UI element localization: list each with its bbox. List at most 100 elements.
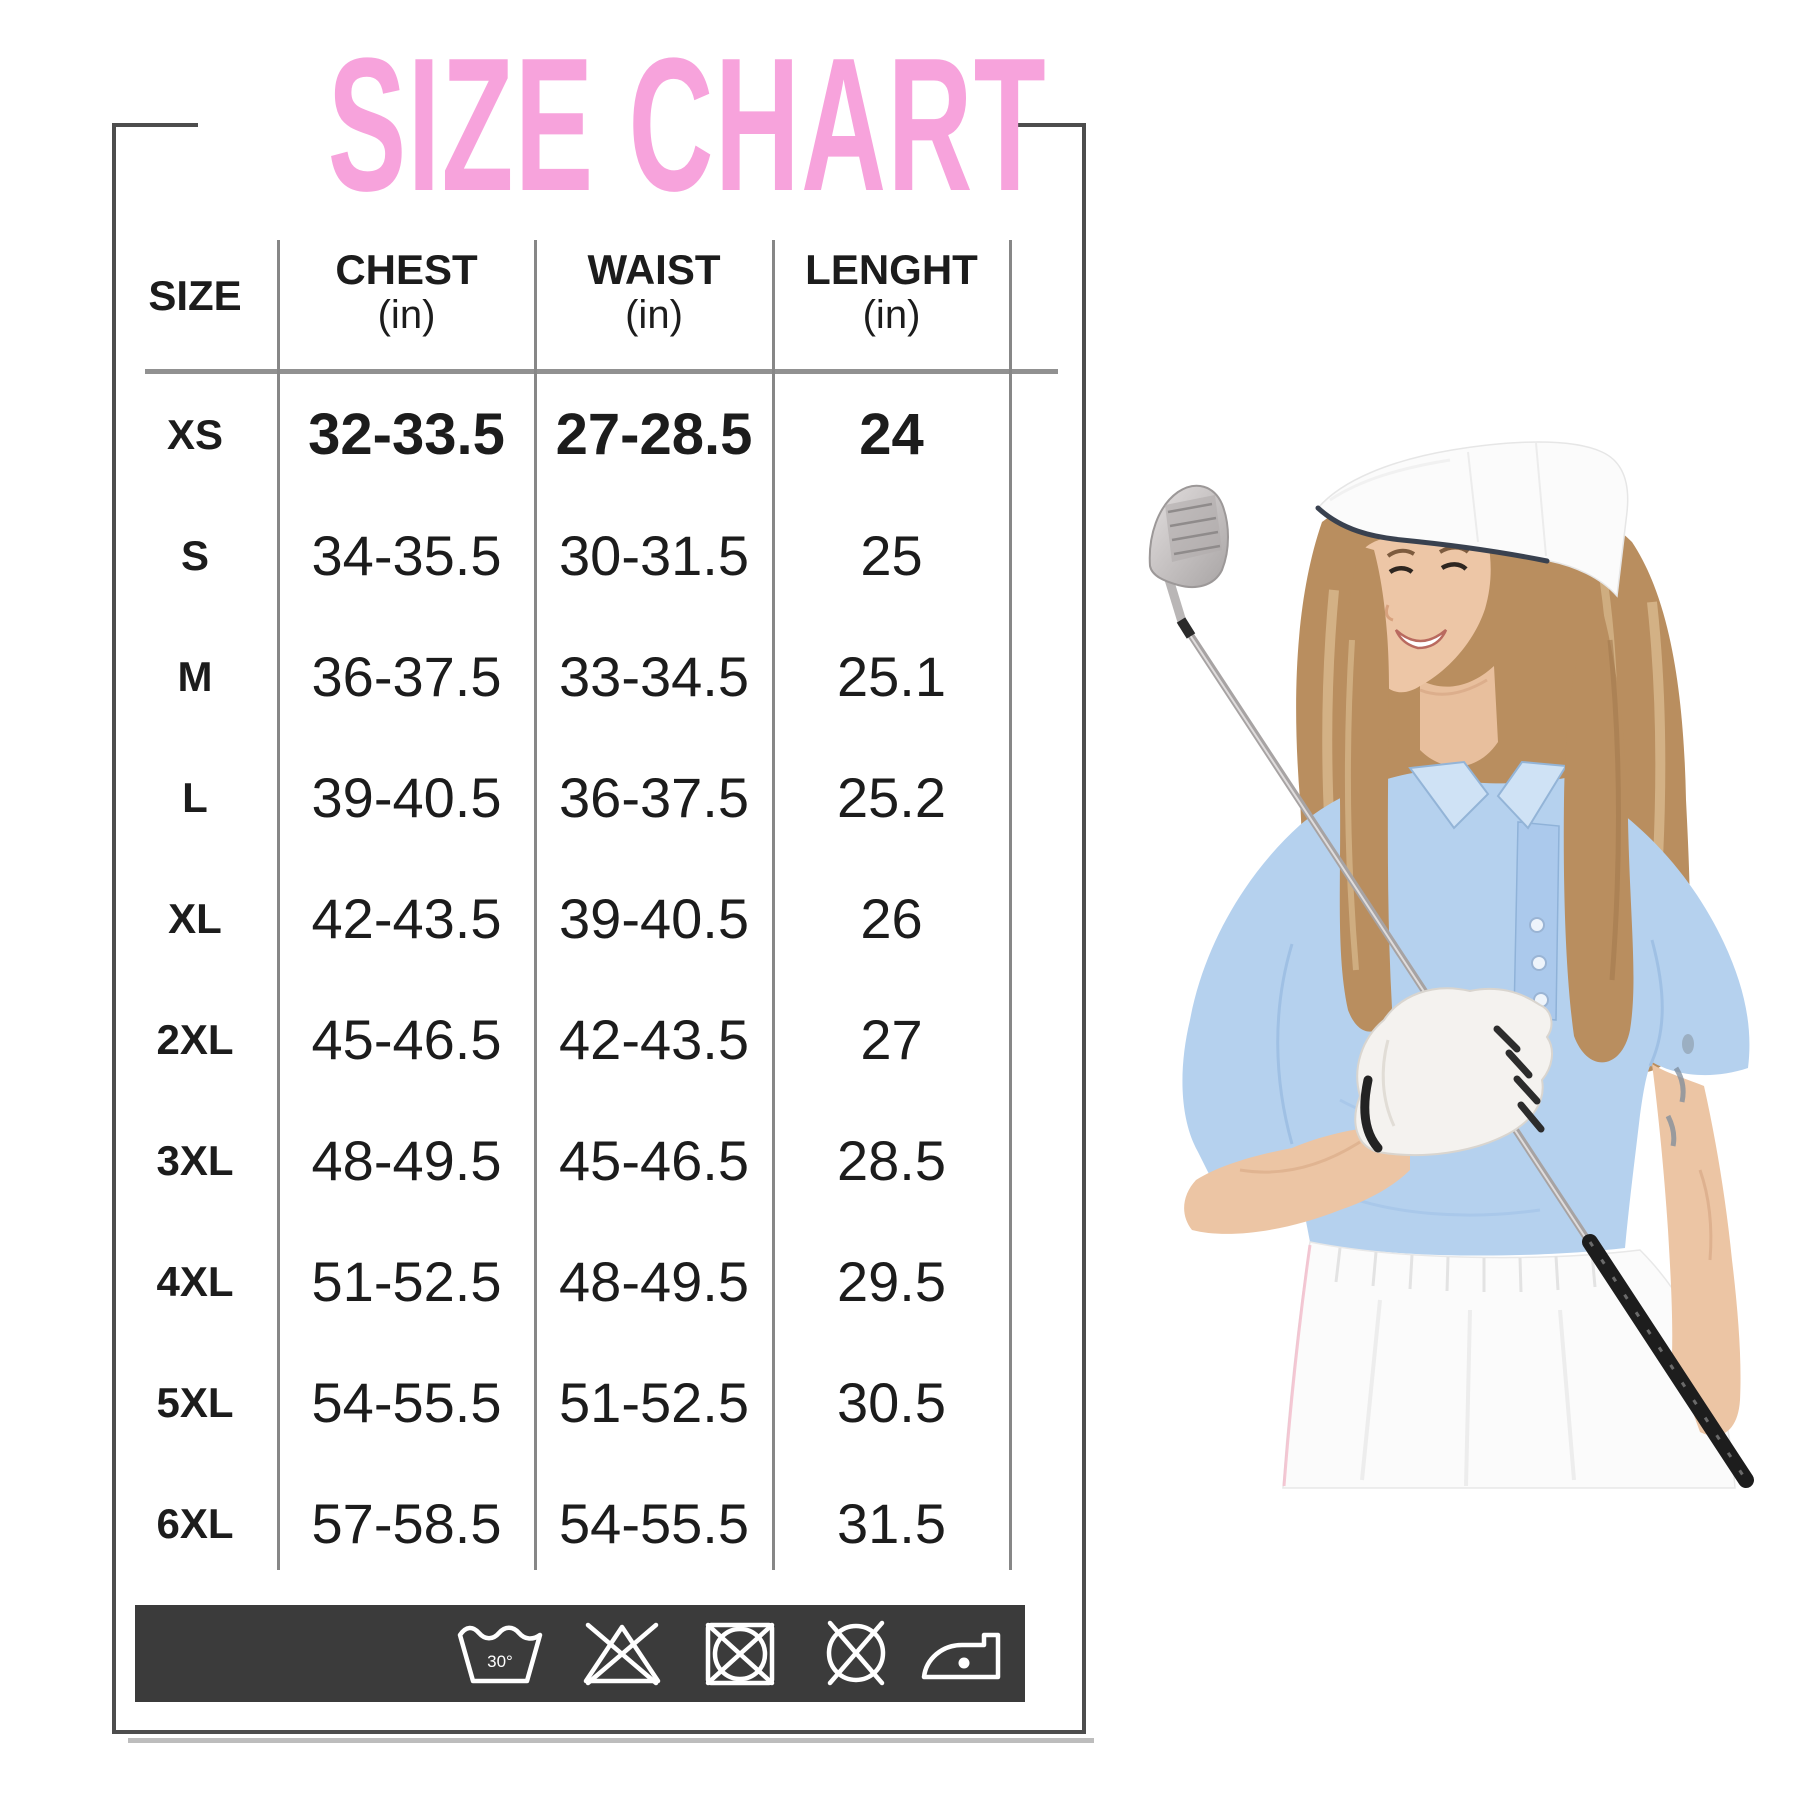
tattoo <box>1665 1066 1686 1147</box>
waist-value: 30-31.5 <box>559 524 749 587</box>
chest-value: 54-55.5 <box>311 1371 502 1434</box>
club-face-grooves <box>1167 502 1221 556</box>
club-ferrule <box>1176 617 1196 639</box>
length-value: 24 <box>859 402 924 467</box>
chest-value: 36-37.5 <box>311 645 502 708</box>
length-value: 26 <box>860 887 923 950</box>
length-value: 25.1 <box>837 645 946 708</box>
header-separator-line <box>145 369 1058 374</box>
glove-finger-gaps <box>1493 1025 1545 1133</box>
size-label: XL <box>168 894 222 942</box>
frame-border-left <box>112 123 116 1734</box>
size-row-2xl: 2XL 45-46.5 42-43.5 27 <box>112 979 1010 1100</box>
size-label: 3XL <box>156 1136 234 1184</box>
eye <box>1440 562 1468 571</box>
length-value: 27 <box>860 1008 923 1071</box>
size-row-6xl: 6XL 57-58.5 54-55.5 31.5 <box>112 1463 1010 1584</box>
length-value: 28.5 <box>837 1129 946 1192</box>
waist-value: 36-37.5 <box>559 766 749 829</box>
eye <box>1388 566 1414 574</box>
page-title: SIZE CHART <box>327 19 1047 231</box>
column-divider-4 <box>1009 240 1012 1570</box>
chest-value: 42-43.5 <box>311 887 502 950</box>
iron-low-icon <box>912 1611 1008 1695</box>
waist-value: 48-49.5 <box>559 1250 749 1313</box>
do-not-tumble-dry-icon <box>692 1611 788 1695</box>
face <box>1360 533 1491 693</box>
eyebrow <box>1386 548 1416 558</box>
chest-value: 39-40.5 <box>311 766 502 829</box>
size-label: S <box>180 531 209 579</box>
size-label: 5XL <box>156 1378 234 1426</box>
size-row-3xl: 3XL 48-49.5 45-46.5 28.5 <box>112 1100 1010 1221</box>
waist-value: 33-34.5 <box>559 645 749 708</box>
waist-value: 39-40.5 <box>559 887 749 950</box>
size-row-5xl: 5XL 54-55.5 51-52.5 30.5 <box>112 1342 1010 1463</box>
length-value: 30.5 <box>837 1371 946 1434</box>
column-divider-2 <box>534 240 537 1570</box>
column-header-waist: WAIST (in) <box>535 246 773 338</box>
waist-value: 42-43.5 <box>559 1008 749 1071</box>
column-divider-3 <box>772 240 775 1570</box>
nose <box>1384 604 1394 622</box>
column-divider-1 <box>277 240 280 1570</box>
waist-value: 51-52.5 <box>559 1371 749 1434</box>
column-header-chest-label: CHEST <box>335 246 478 293</box>
polo-button <box>1529 917 1545 933</box>
column-header-size: SIZE <box>148 272 242 319</box>
column-header-waist-unit: (in) <box>625 293 683 338</box>
frame-shadow <box>128 1738 1094 1743</box>
size-label: 6XL <box>156 1499 234 1547</box>
frame-border-top-right <box>1014 123 1086 127</box>
size-row-xs: XS 32-33.5 27-28.5 24 <box>112 374 1010 495</box>
size-row-4xl: 4XL 51-52.5 48-49.5 29.5 <box>112 1221 1010 1342</box>
chest-value: 48-49.5 <box>311 1129 502 1192</box>
size-table-body: XS 32-33.5 27-28.5 24 S 34-35.5 30-31.5 25 M 36-3… <box>112 374 1010 1584</box>
size-label: 4XL <box>156 1257 234 1305</box>
wash-30-icon: 30° <box>452 1611 548 1695</box>
frame-border-right <box>1082 123 1086 1734</box>
size-row-xl: XL 42-43.5 39-40.5 26 <box>112 858 1010 979</box>
size-label: 2XL <box>156 1015 234 1063</box>
waist-value: 27-28.5 <box>555 402 753 467</box>
size-label: XS <box>166 410 224 458</box>
wash-temp-label: 30° <box>487 1652 513 1671</box>
column-header-length-unit: (in) <box>862 293 921 338</box>
frame-border-bottom <box>112 1730 1086 1734</box>
smile <box>1394 629 1448 650</box>
collar-left <box>1408 760 1490 830</box>
size-label: M <box>177 652 213 700</box>
frame-border-top-left <box>112 123 198 127</box>
column-header-chest: CHEST (in) <box>278 246 535 338</box>
length-value: 29.5 <box>837 1250 946 1313</box>
club-grip <box>1582 1234 1754 1488</box>
do-not-bleach-icon <box>574 1611 670 1695</box>
length-value: 31.5 <box>837 1492 946 1555</box>
size-row-s: S 34-35.5 30-31.5 25 <box>112 495 1010 616</box>
visor-piping <box>1315 505 1550 564</box>
tattoo <box>1682 1034 1694 1054</box>
column-header-length-label: LENGHT <box>805 246 978 293</box>
chest-value: 34-35.5 <box>311 524 502 587</box>
polo-button <box>1531 955 1547 971</box>
right-arm <box>1652 1064 1741 1436</box>
chest-value: 32-33.5 <box>308 402 505 467</box>
care-instructions-bar <box>135 1605 1025 1702</box>
chest-value: 45-46.5 <box>311 1008 502 1071</box>
golfer-photo <box>1148 441 1754 1489</box>
chest-value: 51-52.5 <box>311 1250 502 1313</box>
glove-cuff <box>1360 1075 1383 1153</box>
do-not-dry-clean-icon <box>808 1611 904 1695</box>
size-label: L <box>182 773 208 821</box>
length-value: 25 <box>860 524 923 587</box>
chest-value: 57-58.5 <box>311 1492 502 1555</box>
size-row-l: L 39-40.5 36-37.5 25.2 <box>112 737 1010 858</box>
column-header-length: LENGHT (in) <box>773 246 1010 338</box>
club-hosel <box>1163 574 1188 627</box>
left-forearm <box>1184 1125 1410 1234</box>
collar-right <box>1496 760 1568 830</box>
neck <box>1420 666 1498 767</box>
column-header-chest-unit: (in) <box>377 293 436 338</box>
size-row-m: M 36-37.5 33-34.5 25.1 <box>112 616 1010 737</box>
